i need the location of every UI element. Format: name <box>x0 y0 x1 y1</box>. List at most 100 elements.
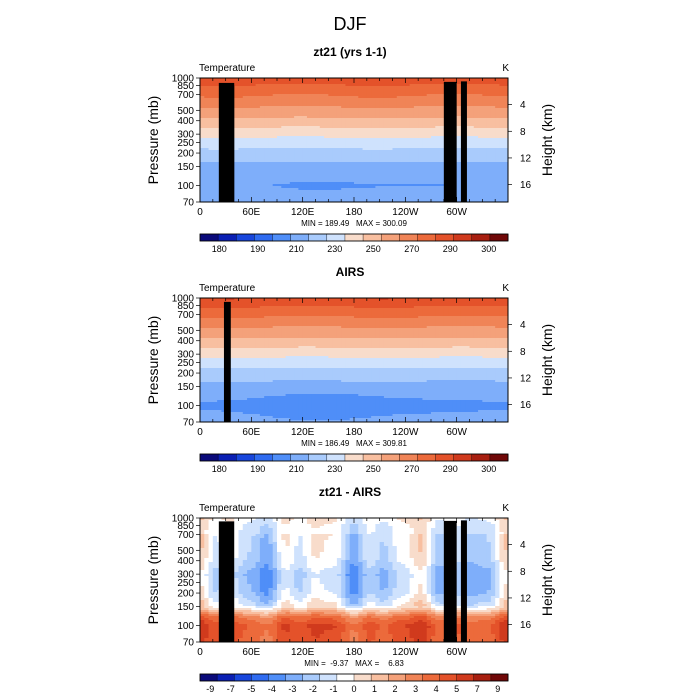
contour-cell <box>396 176 402 179</box>
contour-cell <box>354 94 359 97</box>
contour-cell <box>413 102 419 105</box>
contour-cell <box>319 304 325 307</box>
contour-cell <box>345 106 351 109</box>
contour-cell <box>208 148 214 151</box>
contour-cell <box>409 132 415 135</box>
contour-cell <box>324 302 329 305</box>
contour-cell <box>354 182 359 185</box>
contour-cell <box>486 86 492 89</box>
contour-cell <box>208 82 214 85</box>
contour-cell <box>319 302 325 305</box>
contour-cell <box>251 136 257 139</box>
contour-cell <box>324 156 329 159</box>
contour-cell <box>281 178 286 181</box>
contour-cell <box>328 162 334 165</box>
contour-cell <box>362 132 368 135</box>
contour-cell <box>495 128 500 131</box>
contour-cell <box>302 128 308 131</box>
contour-cell <box>277 164 282 167</box>
contour-cell <box>345 138 351 141</box>
contour-cell <box>341 156 346 159</box>
contour-cell <box>268 140 274 143</box>
contour-cell <box>298 84 304 87</box>
contour-cell <box>486 98 492 101</box>
contour-cell <box>242 114 248 117</box>
contour-cell <box>345 174 351 177</box>
contour-cell <box>431 200 436 203</box>
contour-cell <box>482 88 488 91</box>
contour-cell <box>221 80 227 83</box>
contour-cell <box>341 304 346 307</box>
contour-cell <box>435 96 440 99</box>
contour-cell <box>319 160 325 163</box>
contour-cell <box>336 100 342 103</box>
contour-cell <box>371 90 376 93</box>
contour-cell <box>268 302 274 305</box>
contour-cell <box>456 130 462 133</box>
contour-cell <box>272 102 278 105</box>
contour-cell <box>371 132 376 135</box>
contour-cell <box>396 186 402 189</box>
contour-cell <box>482 80 488 83</box>
contour-cell <box>332 86 338 89</box>
contour-cell <box>268 170 274 173</box>
contour-cell <box>341 90 346 93</box>
contour-cell <box>212 110 218 113</box>
contour-cell <box>379 158 385 161</box>
contour-cell <box>499 200 505 203</box>
contour-cell <box>362 174 368 177</box>
contour-cell <box>255 128 261 131</box>
contour-cell <box>495 140 500 143</box>
contour-cell <box>371 102 376 105</box>
contour-cell <box>375 192 381 195</box>
contour-cell <box>234 176 239 179</box>
contour-cell <box>298 82 304 85</box>
contour-cell <box>336 306 342 309</box>
contour-cell <box>413 106 419 109</box>
contour-cell <box>379 108 385 111</box>
contour-cell <box>371 92 376 95</box>
contour-cell <box>268 148 274 151</box>
contour-cell <box>482 182 488 185</box>
contour-cell <box>277 178 282 181</box>
contour-cell <box>388 118 393 121</box>
contour-cell <box>362 306 368 309</box>
contour-cell <box>242 82 248 85</box>
contour-cell <box>418 302 423 305</box>
contour-cell <box>401 130 406 133</box>
contour-cell <box>319 116 325 119</box>
contour-cell <box>396 118 402 121</box>
contour-cell <box>259 164 265 167</box>
contour-cell <box>285 78 291 81</box>
contour-cell <box>388 114 393 117</box>
contour-cell <box>302 154 308 157</box>
contour-cell <box>345 308 351 311</box>
contour-cell <box>375 160 381 163</box>
contour-cell <box>401 306 406 309</box>
contour-cell <box>268 194 274 197</box>
contour-cell <box>413 186 419 189</box>
contour-cell <box>456 136 462 139</box>
contour-cell <box>435 120 440 123</box>
contour-cell <box>448 78 453 81</box>
contour-cell <box>324 86 329 89</box>
contour-cell <box>341 98 346 101</box>
contour-cell <box>473 156 479 159</box>
contour-cell <box>431 174 436 177</box>
contour-cell <box>332 190 338 193</box>
contour-cell <box>375 146 381 149</box>
contour-cell <box>366 116 372 119</box>
contour-cell <box>418 124 423 127</box>
contour-cell <box>328 200 334 203</box>
contour-cell <box>469 172 475 175</box>
contour-cell <box>324 134 329 137</box>
contour-cell <box>302 164 308 167</box>
contour-cell <box>371 148 376 151</box>
contour-cell <box>332 188 338 191</box>
contour-cell <box>465 154 470 157</box>
contour-cell <box>328 160 334 163</box>
contour-cell <box>418 164 423 167</box>
contour-cell <box>200 80 205 83</box>
contour-cell <box>289 94 295 97</box>
contour-cell <box>383 102 389 105</box>
